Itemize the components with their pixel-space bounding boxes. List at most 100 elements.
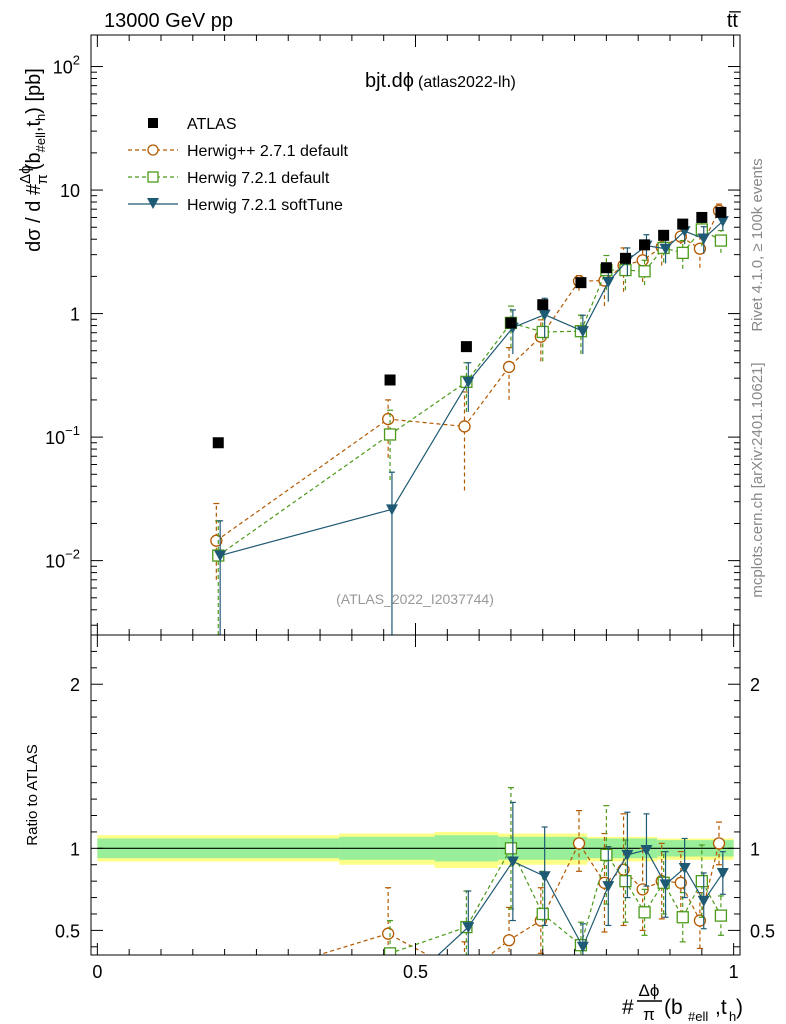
legend-entry-herwig7-default: Herwig 7.2.1 default xyxy=(128,170,330,187)
svg-text:h: h xyxy=(729,1009,736,1024)
y-tick-label-main: 1 xyxy=(70,305,80,325)
series-3-ratio-point xyxy=(506,856,519,868)
atlas-point xyxy=(537,299,549,311)
svg-text:Herwig 7.2.1 softTune: Herwig 7.2.1 softTune xyxy=(187,197,343,214)
legend: ATLAS Herwig++ 2.7.1 default Herwig 7.2.… xyxy=(128,116,349,214)
y-tick-label-main: 10 xyxy=(60,181,80,201)
y-tick-label-ratio: 2 xyxy=(70,675,80,695)
atlas-point xyxy=(600,262,612,274)
series-2-ratio-point xyxy=(619,875,632,888)
series-1-ratio-point xyxy=(381,927,395,940)
series-2-ratio-point xyxy=(695,875,708,888)
process-label: tt̅ xyxy=(727,10,741,32)
ratio-panel-data xyxy=(211,787,729,999)
series-3-ratio-point xyxy=(462,922,475,934)
series-3-ratio-point xyxy=(697,895,710,907)
series-3-ratio-point xyxy=(538,871,551,883)
svg-text:,t: ,t xyxy=(715,996,727,1019)
source-label: mcplots.cern.ch [arXiv:2401.10621] xyxy=(749,362,766,597)
atlas-point xyxy=(696,211,708,223)
x-tick-label: 0.5 xyxy=(403,962,428,982)
legend-entry-herwig7-softtune: Herwig 7.2.1 softTune xyxy=(128,197,343,214)
series-2-point xyxy=(676,246,689,260)
atlas-point xyxy=(715,206,727,218)
series-3-ratio-point xyxy=(602,881,615,893)
series-1-ratio-point xyxy=(459,969,470,980)
series-1-point xyxy=(458,420,471,433)
series-2-ratio-point xyxy=(714,909,728,922)
y-tick-label-ratio: 0.5 xyxy=(55,921,80,941)
series-3-ratio-point xyxy=(678,863,691,875)
series-2-point xyxy=(714,234,728,247)
series-2-point xyxy=(638,265,651,278)
atlas-point xyxy=(677,218,689,230)
series-2-ratio-point xyxy=(504,842,518,855)
series-3-point xyxy=(716,216,729,228)
svg-text:Herwig 7.2.1 default: Herwig 7.2.1 default xyxy=(187,170,330,187)
svg-text:#ell: #ell xyxy=(688,1009,708,1024)
series-1-ratio-point xyxy=(674,876,687,889)
chart-title: bjt.dϕ xyxy=(365,70,414,92)
series-3-ratio-point xyxy=(659,879,672,891)
series-2-ratio-point xyxy=(676,911,689,924)
series-2-point xyxy=(695,223,708,236)
series-2-point xyxy=(383,428,397,441)
legend-entry-atlas: ATLAS xyxy=(148,116,237,133)
series-2-point xyxy=(619,263,632,277)
main-panel-data xyxy=(210,203,729,635)
svg-text:): ) xyxy=(736,996,743,1019)
series-3-point xyxy=(576,326,589,338)
atlas-point xyxy=(575,277,587,289)
series-1-ratio-point xyxy=(712,837,726,850)
svg-text:ATLAS: ATLAS xyxy=(187,116,237,133)
y-axis-label-main: dσ / d #Δϕπ(b#ell,th) [pb] xyxy=(17,68,51,252)
series-3-ratio-point xyxy=(621,849,634,861)
x-tick-label: 1 xyxy=(729,962,739,982)
series-1-point xyxy=(210,534,223,547)
series-3-point xyxy=(659,243,672,255)
series-1-point xyxy=(502,360,516,374)
series-2-ratio-line xyxy=(380,847,722,955)
series-1-ratio-point xyxy=(211,981,222,992)
series-2-ratio-point xyxy=(213,987,224,998)
axes: 0 0.5 1 102 10 1 10−1 10−2 0.5 0.5 1 1 2 2 xyxy=(45,35,775,982)
series-3-point xyxy=(602,277,615,289)
atlas-point xyxy=(505,317,517,329)
legend-entry-herwigpp: Herwig++ 2.7.1 default xyxy=(128,143,349,160)
atlas-point xyxy=(384,374,396,386)
svg-text:dσ / d #Δϕπ(b#ell,th) [pb]: dσ / d #Δϕπ(b#ell,th) [pb] xyxy=(17,68,51,252)
series-3-point xyxy=(462,376,475,388)
y-tick-label-ratio-right: 2 xyxy=(750,675,760,695)
atlas-point xyxy=(658,229,670,241)
series-1-point xyxy=(693,242,707,255)
series-3-point xyxy=(697,233,710,245)
series-3-ratio-point xyxy=(576,941,589,953)
svg-text:Δϕ: Δϕ xyxy=(639,981,660,1000)
series-2-ratio-point xyxy=(600,848,613,862)
ratio-bands xyxy=(97,831,734,869)
svg-text:π: π xyxy=(643,1005,655,1024)
series-2-ratio-point xyxy=(383,947,397,955)
series-3-point xyxy=(538,309,551,321)
series-3-point xyxy=(214,550,227,562)
x-tick-label: 0 xyxy=(92,962,102,982)
energy-label: 13000 GeV pp xyxy=(104,10,233,32)
chart-subtitle: (atlas2022-lh) xyxy=(418,74,516,91)
series-3-ratio-point xyxy=(214,988,226,999)
rivet-version-label: Rivet 4.1.0, ≥ 100k events xyxy=(749,158,766,331)
atlas-point xyxy=(639,239,651,251)
y-tick-label-ratio-right: 0.5 xyxy=(750,921,775,941)
svg-text:#: # xyxy=(622,996,634,1019)
series-1-ratio-point xyxy=(502,934,516,947)
series-2-ratio-point xyxy=(536,907,549,921)
series-3-point xyxy=(385,504,398,516)
series-2-ratio-point xyxy=(638,906,651,919)
series-3-ratio-point xyxy=(640,844,653,856)
series-2-point xyxy=(536,325,549,339)
svg-text:Herwig++ 2.7.1 default: Herwig++ 2.7.1 default xyxy=(187,143,349,160)
y-tick-label-main: 102 xyxy=(53,53,80,78)
atlas-point xyxy=(619,252,631,264)
y-tick-label-main: 10−2 xyxy=(45,547,80,572)
analysis-label: (ATLAS_2022_I2037744) xyxy=(336,591,494,607)
